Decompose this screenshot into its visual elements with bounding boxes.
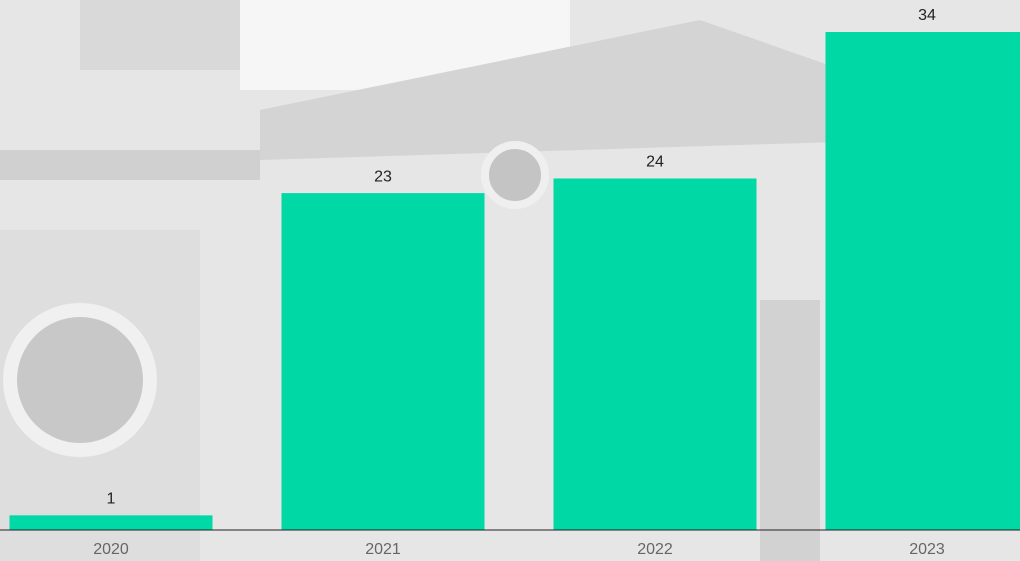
tower [80,0,240,70]
column [760,300,820,561]
bar [826,32,1020,530]
x-tick-label: 2021 [365,541,401,558]
x-tick-label: 2022 [637,541,673,558]
round-window [485,145,545,205]
chart: 1 2020 23 2021 24 2022 34 2023 [0,0,1020,561]
value-label: 24 [646,154,664,171]
value-label: 1 [107,491,116,508]
bar [282,193,485,530]
x-tick-label: 2020 [93,541,129,558]
round-window [10,310,150,450]
value-label: 23 [374,168,392,185]
x-tick-label: 2023 [909,541,945,558]
page: 12020232021242022342023 (() => { const d… [0,0,1020,561]
bar [10,515,213,530]
value-label: 34 [918,7,936,24]
cornice [0,150,260,180]
bar [554,178,757,530]
